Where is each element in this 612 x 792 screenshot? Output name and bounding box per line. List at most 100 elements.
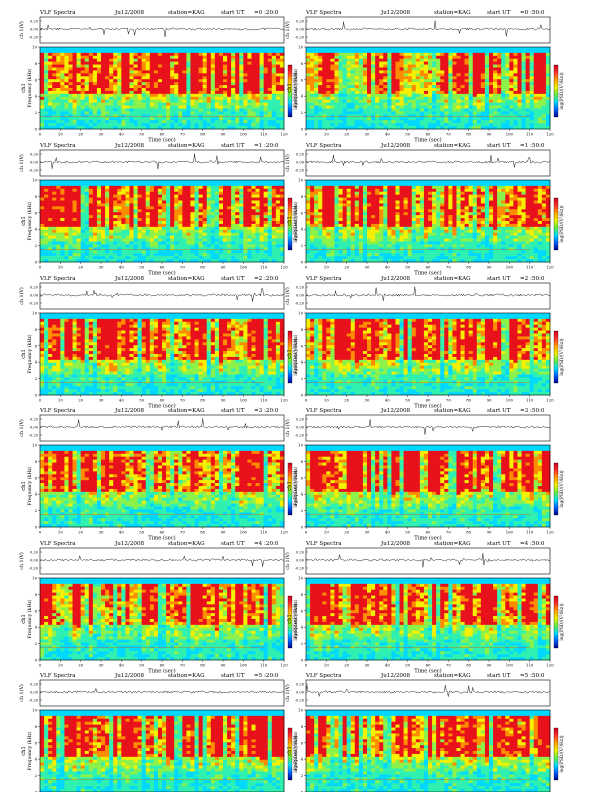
spectrogram-cell — [533, 96, 539, 101]
spectrogram-cell — [223, 241, 228, 245]
spectrogram-cell — [105, 206, 110, 210]
spectrogram-cell — [456, 105, 461, 109]
spectrogram-cell — [440, 82, 445, 86]
spectrogram-cell — [263, 188, 269, 193]
spectrogram-cell — [306, 47, 311, 51]
spectrogram-cell — [267, 73, 273, 77]
spectrogram-cell — [395, 108, 400, 112]
spectrogram-cell — [149, 226, 155, 231]
spectrogram-cell — [330, 47, 335, 51]
spectrogram-cell — [259, 85, 264, 89]
spectrogram-cell — [448, 93, 453, 98]
spectrogram-cell — [239, 238, 244, 242]
spectrogram-cell — [52, 88, 57, 92]
spectrogram-cell — [60, 232, 65, 236]
spectrogram-cell — [76, 250, 81, 254]
spectrogram-cell — [84, 185, 90, 190]
spectrogram-cell — [125, 93, 130, 98]
spectrogram-cell — [493, 76, 498, 80]
spectrogram-cell — [537, 85, 543, 89]
spectrogram-cell — [166, 232, 171, 236]
spectrogram-cell — [306, 70, 311, 74]
spectrogram-cell — [190, 197, 195, 201]
spectrogram-cell — [121, 223, 126, 228]
spectrogram-cell — [44, 47, 49, 51]
spectrogram-cell — [68, 67, 73, 71]
spectrogram-cell — [68, 197, 73, 201]
spectrogram-cell — [206, 238, 212, 242]
panel-title: VLF Spectra — [305, 10, 342, 16]
spectrogram-cell — [423, 90, 429, 95]
spectrogram-cell — [121, 229, 126, 234]
spectrogram-cell — [423, 105, 429, 109]
spectrogram-cell — [391, 117, 396, 121]
spectrogram-cell — [513, 58, 518, 62]
spectrogram-cell — [243, 88, 248, 92]
spectrogram-cell — [306, 85, 311, 89]
spectrogram-cell — [190, 117, 195, 121]
spectrogram-cell — [44, 182, 49, 187]
spectrogram-cell — [480, 79, 486, 83]
spectrogram-cell — [444, 114, 449, 118]
spectrogram-cell — [68, 108, 73, 112]
spectrogram-cell — [521, 70, 526, 74]
spectrogram-cell — [52, 120, 57, 124]
spectrogram-cell — [529, 85, 535, 89]
spectrogram-cell — [436, 85, 441, 89]
spectrogram-cell — [346, 99, 352, 103]
spectrogram-cell — [113, 61, 118, 65]
spectrogram-cell — [125, 126, 130, 130]
spectrogram-cell — [109, 191, 114, 195]
spectrogram-cell — [275, 197, 281, 201]
spectrogram-cell — [436, 99, 441, 103]
spectrogram-cell — [509, 90, 514, 95]
spectrogram-cell — [395, 61, 400, 65]
spectrogram-cell — [186, 191, 191, 195]
spectrogram-cell — [314, 88, 319, 92]
spectrogram-cell — [489, 73, 494, 77]
spectrogram-cell — [505, 88, 510, 92]
spectrogram-cell — [342, 126, 347, 130]
spectrogram-cell — [456, 120, 461, 124]
spectrogram-cell — [342, 111, 347, 115]
spectrogram-cell — [235, 67, 240, 71]
spectrogram-cell — [88, 64, 94, 68]
spectrogram-cell — [166, 117, 171, 121]
spectrogram-cell — [214, 197, 220, 201]
spectrogram-cell — [505, 90, 510, 95]
spectrogram-cell — [109, 70, 114, 74]
spectrogram-cell — [310, 70, 315, 74]
spectrogram-cell — [440, 47, 445, 51]
spectrogram-cell — [64, 209, 69, 213]
spectrogram-cell — [121, 221, 126, 225]
spectrogram-cell — [247, 52, 252, 57]
spectrogram-cell — [52, 108, 57, 112]
spectrogram-cell — [243, 209, 248, 213]
spectrogram-cell — [190, 88, 195, 92]
spectrogram-cell — [314, 58, 319, 62]
spectrogram-cell — [464, 99, 469, 103]
spectrogram-cell — [182, 52, 187, 57]
spectrogram-cell — [334, 49, 339, 54]
spectrogram-cell — [174, 82, 179, 86]
spectrogram-cell — [117, 218, 122, 222]
spectrogram-cell — [423, 47, 429, 51]
spectrogram-cell — [153, 52, 159, 57]
spectrogram-cell — [263, 55, 269, 60]
spectrogram-cell — [476, 105, 482, 109]
spectrogram-cell — [64, 241, 69, 245]
spectrogram-cell — [231, 82, 236, 86]
spectrogram-cell — [178, 188, 183, 193]
spectrogram-cell — [153, 203, 159, 207]
spectrogram-cell — [452, 88, 457, 92]
spectrogram-cell — [318, 108, 323, 112]
spectrogram-cell — [157, 105, 163, 109]
spectrogram-cell — [399, 64, 404, 68]
spectrogram-cell — [399, 49, 404, 54]
spectrogram-cell — [40, 73, 45, 77]
spectrogram — [306, 47, 551, 130]
spectrogram-cell — [419, 82, 425, 86]
spectrogram-cell — [101, 241, 106, 245]
spectrogram-cell — [444, 58, 449, 62]
spectrogram-cell — [306, 108, 311, 112]
